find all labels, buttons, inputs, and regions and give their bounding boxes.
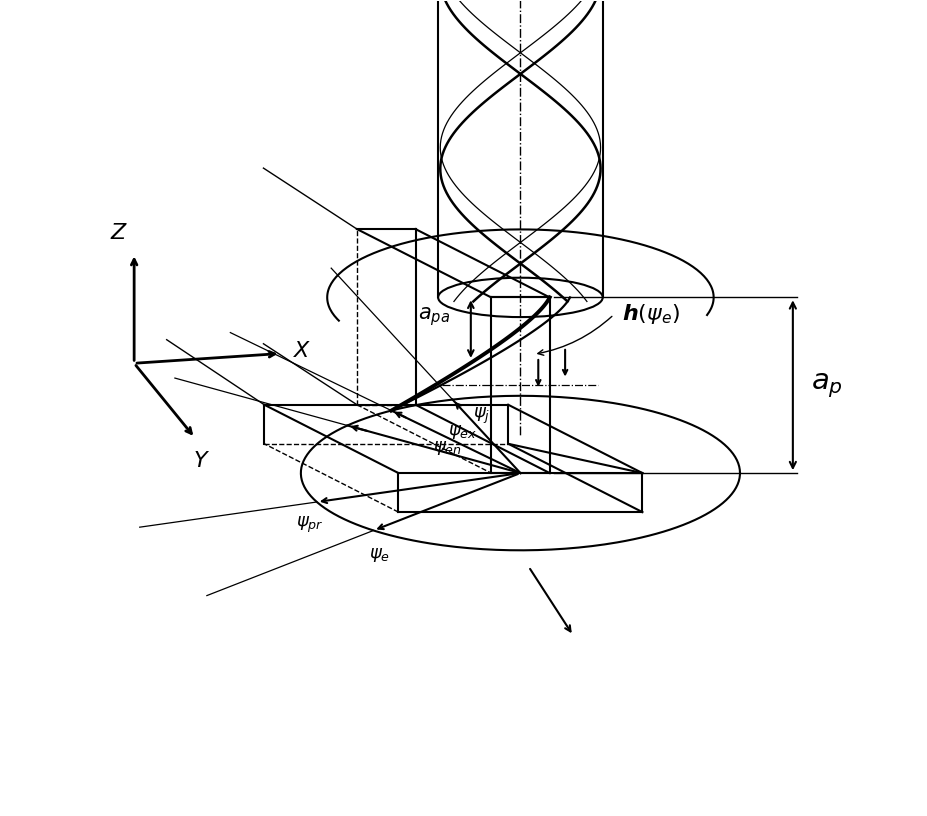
Text: $\boldsymbol{h}(\psi_e)$: $\boldsymbol{h}(\psi_e)$ bbox=[622, 303, 680, 326]
Text: $\boldsymbol{a_p}$: $\boldsymbol{a_p}$ bbox=[811, 371, 843, 400]
Text: $\boldsymbol{a_{pa}}$: $\boldsymbol{a_{pa}}$ bbox=[418, 305, 451, 328]
Text: $Y$: $Y$ bbox=[193, 451, 210, 471]
Text: $\psi_e$: $\psi_e$ bbox=[369, 547, 390, 565]
Text: $Z$: $Z$ bbox=[110, 223, 129, 243]
Text: $X$: $X$ bbox=[293, 341, 311, 361]
Text: $\psi_{en}$: $\psi_{en}$ bbox=[434, 440, 463, 458]
Text: $\psi_{ex}$: $\psi_{ex}$ bbox=[449, 423, 477, 441]
Text: $\psi_j$: $\psi_j$ bbox=[473, 406, 490, 426]
Text: $\psi_{pr}$: $\psi_{pr}$ bbox=[296, 515, 324, 535]
